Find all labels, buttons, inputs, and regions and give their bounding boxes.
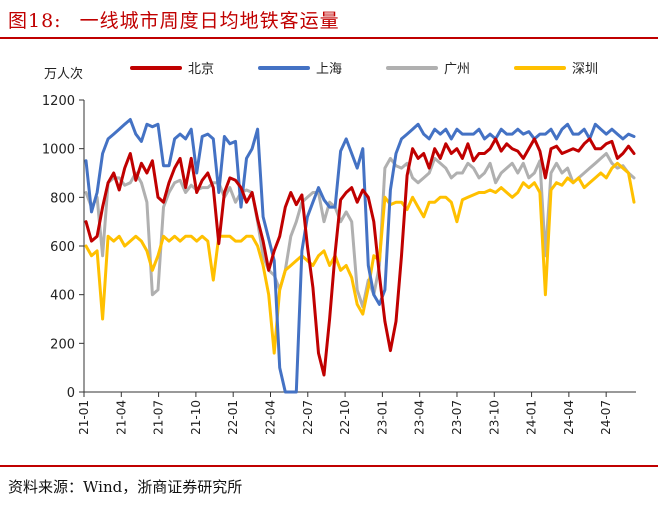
series-line-guangzhou bbox=[84, 152, 636, 309]
x-tick-label: 24-07 bbox=[599, 400, 613, 435]
x-tick-label: 22-04 bbox=[263, 400, 277, 435]
x-tick-label: 23-07 bbox=[450, 400, 464, 435]
legend-label-shanghai: 上海 bbox=[316, 62, 343, 77]
chart: 0 200 400 600 800 1000 1200 21-01 21-04 21-07 21-1… bbox=[42, 94, 636, 435]
y-tick-label: 600 bbox=[50, 240, 75, 255]
legend-item-beijing: 北京 bbox=[130, 58, 258, 77]
y-axis-unit-label: 万人次 bbox=[44, 67, 84, 82]
legend-swatch-shanghai bbox=[258, 65, 310, 70]
x-tick-label: 22-01 bbox=[226, 400, 240, 435]
x-tick-label: 21-04 bbox=[114, 400, 128, 435]
legend-label-guangzhou: 广州 bbox=[444, 62, 471, 77]
y-tick-label: 200 bbox=[50, 337, 75, 352]
legend-item-guangzhou: 广州 bbox=[386, 58, 514, 77]
legend-swatch-shenzhen bbox=[514, 65, 566, 70]
legend-label-shenzhen: 深圳 bbox=[572, 62, 599, 77]
legend-swatch-beijing bbox=[130, 65, 182, 70]
source-note: 资料来源：Wind，浙商证券研究所 bbox=[8, 478, 243, 496]
x-tick-label: 22-10 bbox=[338, 400, 352, 435]
chart-legend: 北京 上海 广州 深圳 bbox=[130, 58, 642, 77]
x-tick-label: 24-04 bbox=[562, 400, 576, 435]
top-rule bbox=[0, 37, 658, 39]
series-line-beijing bbox=[84, 137, 636, 377]
x-tick-label: 22-07 bbox=[301, 400, 315, 435]
bottom-rule bbox=[0, 465, 658, 467]
legend-label-beijing: 北京 bbox=[188, 62, 215, 77]
legend-swatch-guangzhou bbox=[386, 65, 438, 70]
y-tick-label: 800 bbox=[50, 191, 75, 206]
x-tick-label: 21-10 bbox=[189, 400, 203, 435]
y-tick-label: 1000 bbox=[42, 143, 75, 158]
y-tick-label: 400 bbox=[50, 289, 75, 304]
y-tick-label: 1200 bbox=[42, 94, 75, 109]
y-tick-label: 0 bbox=[67, 386, 75, 401]
x-tick-label: 23-01 bbox=[375, 400, 389, 435]
x-tick-label: 21-01 bbox=[77, 400, 91, 435]
series-line-shenzhen bbox=[84, 161, 636, 355]
x-tick-label: 23-04 bbox=[413, 400, 427, 435]
legend-item-shenzhen: 深圳 bbox=[514, 58, 642, 77]
x-tick-label: 21-07 bbox=[152, 400, 166, 435]
x-tick-label: 24-01 bbox=[525, 400, 539, 435]
series-line-shanghai bbox=[84, 118, 636, 394]
x-tick-label: 23-10 bbox=[487, 400, 501, 435]
figure-title: 图18: 一线城市周度日均地铁客运量 bbox=[8, 6, 340, 33]
legend-item-shanghai: 上海 bbox=[258, 58, 386, 77]
figure-number: 图18: bbox=[8, 10, 62, 32]
figure-title-text: 一线城市周度日均地铁客运量 bbox=[79, 10, 340, 32]
